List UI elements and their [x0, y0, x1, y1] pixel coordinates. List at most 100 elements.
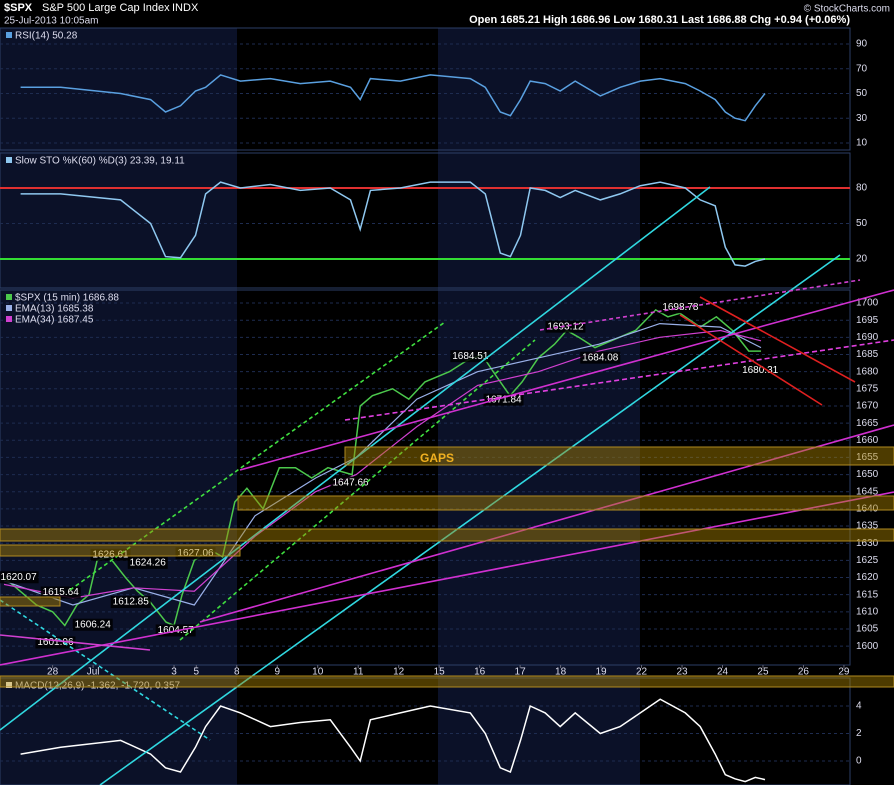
- x-tick-label: 23: [676, 667, 688, 678]
- annotation-box: [72, 618, 113, 631]
- trend-line: [699, 296, 856, 383]
- x-tick-label: 10: [312, 667, 324, 678]
- gap-zones: [0, 446, 894, 688]
- x-tick-label: 24: [717, 667, 729, 678]
- x-tick-label: 19: [596, 667, 608, 678]
- x-tick-label: 11: [353, 667, 364, 678]
- x-tick-label: 22: [636, 667, 648, 678]
- y-tick-label: 1655: [856, 452, 879, 463]
- y-tick-label: 1660: [856, 435, 879, 446]
- gap-label: GAPS: [420, 451, 454, 465]
- legend-label: RSI(14) 50.28: [15, 31, 78, 42]
- x-tick-label: 26: [798, 667, 810, 678]
- x-tick-label: 12: [393, 667, 405, 678]
- annotation-box: [580, 351, 621, 364]
- annotation-box: [660, 301, 701, 314]
- legend-label: MACD(12,26,9) -1.362, -1.720, 0.357: [15, 681, 181, 692]
- y-tick-label: 1605: [856, 624, 879, 635]
- annotation-box: [90, 548, 131, 561]
- datetime: 25-Jul-2013 10:05am: [4, 16, 99, 27]
- panel-frame: [0, 27, 851, 151]
- legend-label: $SPX (15 min) 1686.88: [15, 293, 119, 304]
- y-tick-label: 2: [856, 728, 862, 739]
- annotation-label: 1671.84: [485, 394, 522, 405]
- y-tick-label: 1620: [856, 572, 879, 583]
- annotation-label: 1620.07: [1, 572, 38, 583]
- trend-line: [0, 599, 211, 741]
- x-tick-label: Jul: [87, 667, 100, 678]
- annotation-label: 1612.85: [113, 597, 150, 608]
- exchange: INDX: [172, 2, 199, 14]
- y-tick-label: 20: [856, 254, 868, 265]
- annotation-label: 1601.06: [37, 637, 74, 648]
- y-tick-label: 1625: [856, 555, 879, 566]
- y-tick-label: 1610: [856, 606, 879, 617]
- y-tick-label: 4: [856, 701, 862, 712]
- legend-swatch: [6, 682, 12, 688]
- annotation-box: [483, 393, 524, 406]
- legend-swatch: [6, 32, 12, 38]
- series-line: [3, 329, 762, 599]
- legend-swatch: [6, 157, 12, 163]
- gap-zone: [0, 675, 894, 688]
- annotation-box: [450, 350, 491, 363]
- series-line: [20, 74, 766, 122]
- x-tick-label: 18: [555, 667, 567, 678]
- legend-label: EMA(34) 1687.45: [15, 315, 94, 326]
- panel-frame: [0, 152, 851, 289]
- y-tick-label: 70: [856, 63, 868, 74]
- annotation-box: [330, 476, 371, 489]
- x-tick-label: 15: [434, 667, 446, 678]
- trend-line: [0, 186, 711, 731]
- annotation-label: 1615.64: [43, 587, 80, 598]
- y-tick-label: 80: [856, 183, 868, 194]
- y-tick-label: 1680: [856, 366, 879, 377]
- y-tick-label: 1615: [856, 589, 879, 600]
- annotation-label: 1626.61: [92, 549, 129, 560]
- annotation-label: 1684.51: [452, 351, 489, 362]
- annotation-box: [127, 556, 168, 569]
- y-tick-label: 1640: [856, 504, 879, 515]
- x-tick-label: 28: [47, 667, 59, 678]
- legend-label: EMA(13) 1685.38: [15, 304, 94, 315]
- y-tick-label: 1685: [856, 349, 879, 360]
- series-line: [20, 698, 766, 783]
- x-tick-label: 29: [838, 667, 850, 678]
- trend-line: [199, 424, 894, 623]
- index-name: S&P 500 Large Cap Index: [42, 2, 170, 14]
- trend-line: [539, 279, 861, 331]
- y-tick-label: 1695: [856, 315, 879, 326]
- trend-line: [0, 491, 894, 666]
- gap-zone: [0, 544, 241, 557]
- trend-line: [0, 634, 151, 651]
- y-tick-label: 1675: [856, 383, 879, 394]
- x-tick-label: 8: [234, 667, 240, 678]
- legend-swatch: [6, 294, 12, 300]
- y-tick-label: 1600: [856, 641, 879, 652]
- annotation-label: 1627.06: [177, 548, 214, 559]
- x-tick-label: 9: [274, 667, 280, 678]
- annotation-box: [740, 364, 781, 377]
- x-tick-label: 3: [171, 667, 177, 678]
- trend-line: [679, 314, 823, 406]
- gap-zone: [0, 528, 894, 542]
- gap-zone: [237, 495, 894, 511]
- panel-frame: [0, 677, 851, 785]
- annotation-box: [110, 596, 151, 609]
- annotation-box: [0, 571, 39, 584]
- y-tick-label: 1665: [856, 418, 879, 429]
- x-tick-label: 17: [515, 667, 527, 678]
- y-tick-label: 1670: [856, 401, 879, 412]
- y-tick-label: 1635: [856, 521, 879, 532]
- y-tick-label: 90: [856, 39, 868, 50]
- legend-swatch: [6, 305, 12, 311]
- x-tick-label: 5: [194, 667, 200, 678]
- annotation-label: 1606.24: [75, 619, 112, 630]
- source: © StockCharts.com: [804, 4, 890, 15]
- annotation-label: 1684.08: [582, 352, 619, 363]
- symbol: $SPX: [4, 2, 33, 14]
- y-tick-label: 50: [856, 88, 868, 99]
- trend-line: [344, 339, 894, 421]
